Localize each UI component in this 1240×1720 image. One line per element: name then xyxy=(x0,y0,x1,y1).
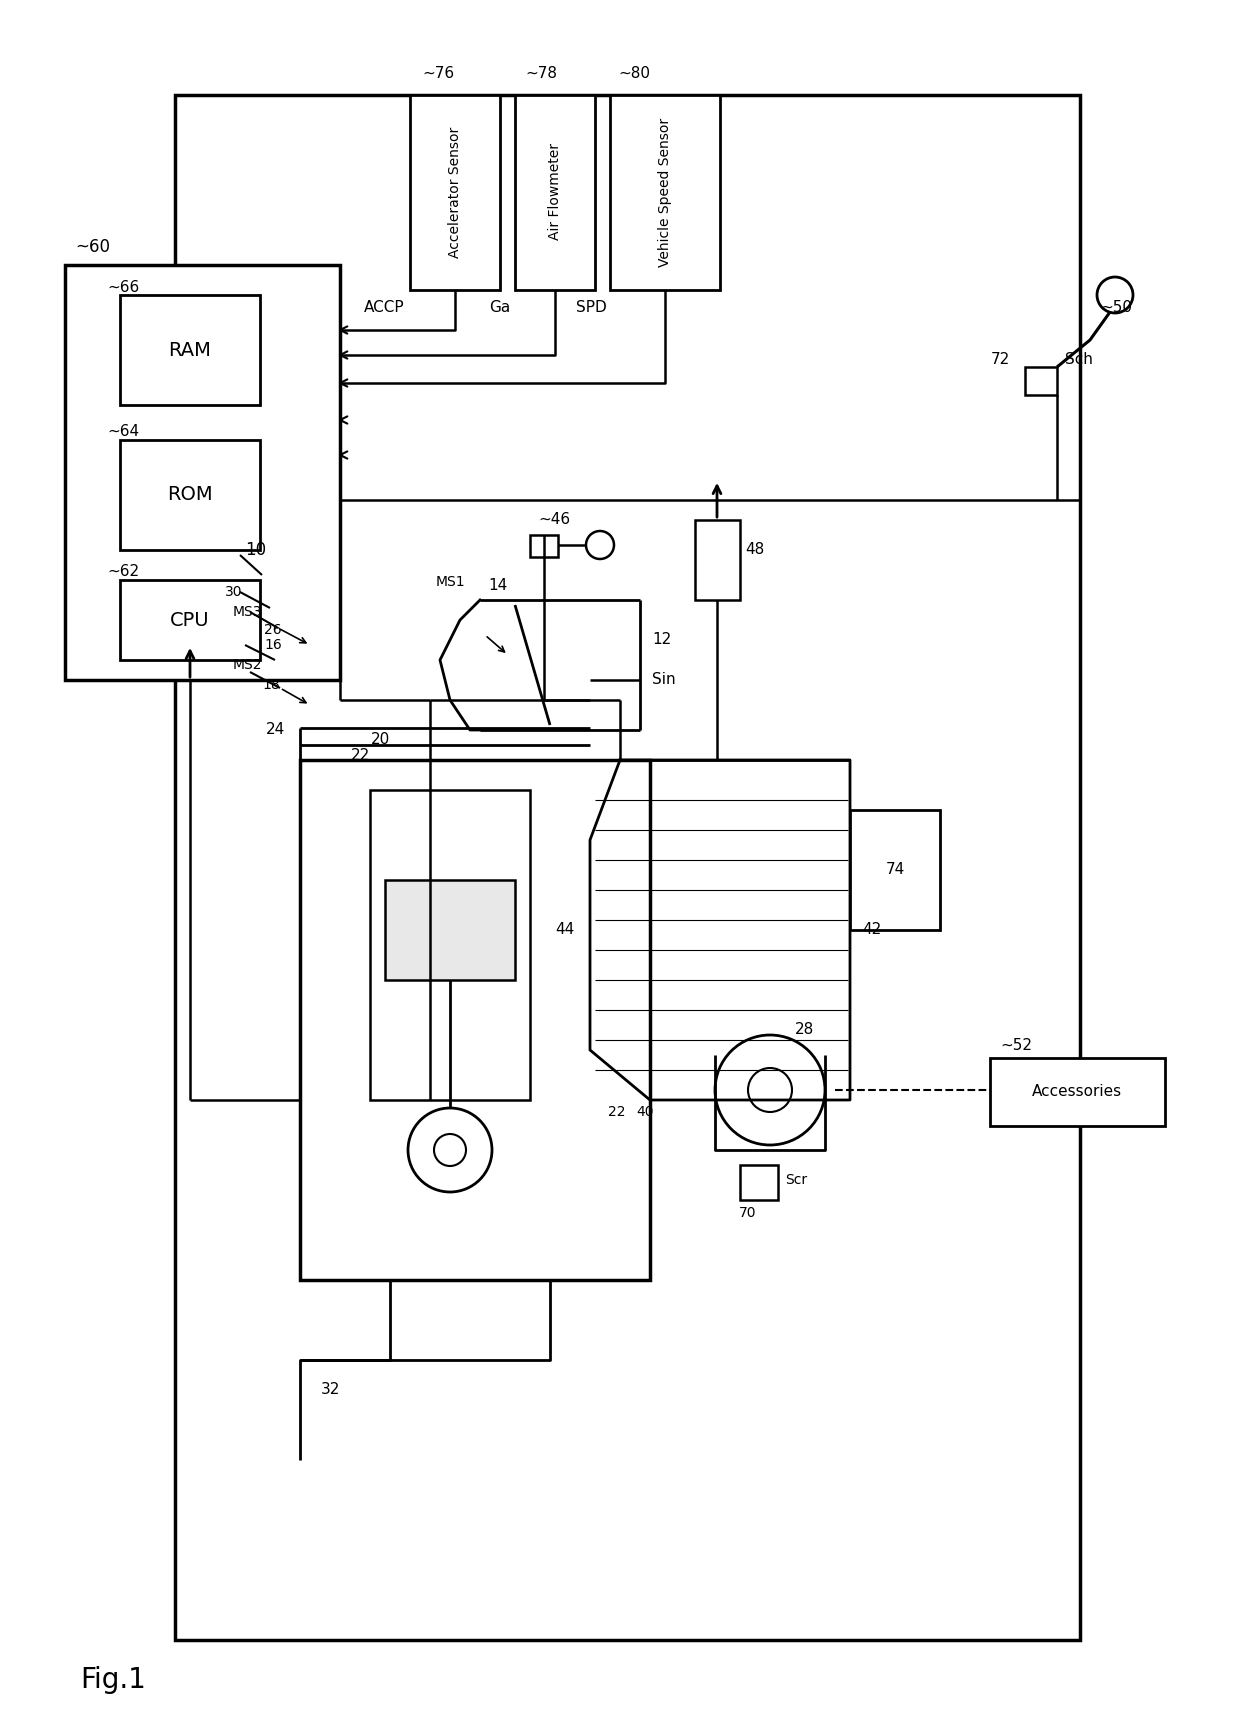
Text: ~62: ~62 xyxy=(107,564,139,580)
Text: ~66: ~66 xyxy=(107,279,139,294)
Text: 10: 10 xyxy=(246,542,267,559)
Text: ~80: ~80 xyxy=(618,65,650,81)
Circle shape xyxy=(1097,277,1133,313)
Circle shape xyxy=(408,1108,492,1192)
Text: ACCP: ACCP xyxy=(365,301,405,315)
Bar xyxy=(120,296,260,404)
Bar xyxy=(849,810,940,931)
Text: ROM: ROM xyxy=(167,485,213,504)
Bar xyxy=(529,535,558,557)
Text: Air Flowmeter: Air Flowmeter xyxy=(548,143,562,241)
Text: 28: 28 xyxy=(795,1022,815,1037)
Bar xyxy=(64,265,340,679)
Circle shape xyxy=(715,1035,825,1146)
Text: ~64: ~64 xyxy=(107,425,139,440)
Text: Sin: Sin xyxy=(652,673,676,688)
Bar xyxy=(384,881,515,980)
Text: Vehicle Speed Sensor: Vehicle Speed Sensor xyxy=(658,117,672,267)
Circle shape xyxy=(748,1068,792,1113)
Text: CPU: CPU xyxy=(170,611,210,630)
Bar xyxy=(410,95,500,291)
Text: 32: 32 xyxy=(320,1383,340,1397)
Text: SPD: SPD xyxy=(577,301,608,315)
Text: 12: 12 xyxy=(652,633,671,647)
Polygon shape xyxy=(590,760,849,1101)
Text: Ga: Ga xyxy=(489,301,510,315)
Text: 30: 30 xyxy=(224,585,242,599)
Bar xyxy=(120,440,260,550)
Text: Fig.1: Fig.1 xyxy=(81,1667,146,1694)
Bar xyxy=(1025,366,1056,396)
Text: ~50: ~50 xyxy=(1100,301,1132,315)
Bar xyxy=(120,580,260,660)
Bar xyxy=(370,789,529,1101)
Text: 22: 22 xyxy=(609,1104,626,1120)
Text: Sch: Sch xyxy=(1065,353,1092,368)
Text: ~78: ~78 xyxy=(525,65,557,81)
Bar xyxy=(740,1164,777,1201)
Text: 48: 48 xyxy=(745,542,764,557)
Text: 74: 74 xyxy=(885,862,905,877)
Text: ~52: ~52 xyxy=(999,1037,1032,1053)
Text: MS3: MS3 xyxy=(233,605,262,619)
Text: 44: 44 xyxy=(556,922,575,937)
Text: MS1: MS1 xyxy=(435,574,465,588)
Text: MS2: MS2 xyxy=(233,659,262,673)
Bar xyxy=(515,95,595,291)
Bar xyxy=(610,95,720,291)
Text: ~46: ~46 xyxy=(538,513,570,528)
Text: 18: 18 xyxy=(262,678,280,691)
Text: ~76: ~76 xyxy=(422,65,454,81)
Bar xyxy=(175,95,1080,1639)
Text: 72: 72 xyxy=(991,353,1011,368)
Text: ~60: ~60 xyxy=(74,237,110,256)
Text: Accelerator Sensor: Accelerator Sensor xyxy=(448,126,463,258)
Circle shape xyxy=(434,1133,466,1166)
Text: RAM: RAM xyxy=(169,341,212,359)
Text: 26: 26 xyxy=(264,623,281,636)
Text: 40: 40 xyxy=(636,1104,653,1120)
Text: Scr: Scr xyxy=(785,1173,807,1187)
Bar xyxy=(300,760,650,1280)
Text: 24: 24 xyxy=(265,722,285,738)
Text: 20: 20 xyxy=(371,733,389,748)
Text: 16: 16 xyxy=(264,638,281,652)
Text: 70: 70 xyxy=(739,1206,756,1219)
Text: 14: 14 xyxy=(489,578,507,592)
Bar xyxy=(694,519,740,600)
Text: Accessories: Accessories xyxy=(1032,1085,1122,1099)
Circle shape xyxy=(587,531,614,559)
Text: 42: 42 xyxy=(862,922,882,937)
Bar xyxy=(990,1058,1166,1127)
Text: 22: 22 xyxy=(351,748,370,762)
